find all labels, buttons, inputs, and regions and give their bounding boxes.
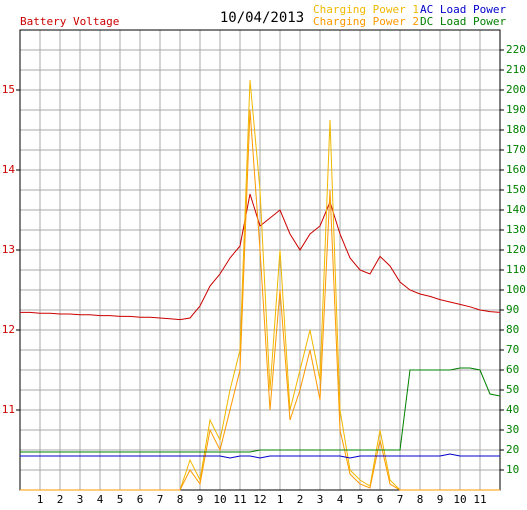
x-tick-label: 9 — [437, 493, 444, 506]
y2-tick-label: 180 — [506, 123, 526, 136]
legend-entry: DC Load Power — [420, 15, 506, 28]
y2-tick-label: 140 — [506, 203, 526, 216]
y2-tick-label: 20 — [506, 443, 519, 456]
y2-tick-label: 30 — [506, 423, 519, 436]
y2-tick-label: 80 — [506, 323, 519, 336]
x-tick-label: 10 — [453, 493, 466, 506]
x-tick-label: 1 — [277, 493, 284, 506]
y2-tick-label: 10 — [506, 463, 519, 476]
plot-frame — [19, 29, 501, 491]
y2-tick-label: 170 — [506, 143, 526, 156]
x-tick-label: 4 — [97, 493, 104, 506]
y2-tick-label: 160 — [506, 163, 526, 176]
y2-tick-label: 40 — [506, 403, 519, 416]
y-tick-label: 14 — [2, 163, 16, 176]
x-tick-label: 3 — [77, 493, 84, 506]
y-tick-label: 12 — [2, 323, 15, 336]
y2-tick-label: 130 — [506, 223, 526, 236]
x-tick-label: 11 — [473, 493, 486, 506]
series-line — [20, 453, 500, 459]
y-tick-label: 13 — [2, 243, 15, 256]
y2-tick-label: 90 — [506, 303, 519, 316]
x-tick-label: 1 — [37, 493, 44, 506]
y-tick-label: 15 — [2, 83, 15, 96]
x-tick-label: 6 — [377, 493, 384, 506]
legend-entry: Charging Power 1 — [313, 3, 419, 16]
y2-tick-label: 60 — [506, 363, 519, 376]
x-tick-label: 8 — [177, 493, 184, 506]
y2-tick-label: 70 — [506, 343, 519, 356]
y2-tick-label: 200 — [506, 83, 526, 96]
x-tick-label: 5 — [357, 493, 364, 506]
y2-tick-label: 150 — [506, 183, 526, 196]
x-tick-label: 3 — [317, 493, 324, 506]
y2-tick-label: 190 — [506, 103, 526, 116]
series-line — [20, 193, 501, 321]
y-tick-label: 11 — [2, 403, 15, 416]
x-tick-label: 7 — [157, 493, 164, 506]
y2-tick-label: 210 — [506, 63, 526, 76]
series-line — [20, 367, 501, 453]
x-tick-label: 10 — [213, 493, 226, 506]
y2-tick-label: 110 — [506, 263, 526, 276]
x-tick-label: 4 — [337, 493, 344, 506]
y2-tick-label: 100 — [506, 283, 526, 296]
x-tick-label: 6 — [137, 493, 144, 506]
y2-tick-label: 50 — [506, 383, 519, 396]
x-tick-label: 5 — [117, 493, 124, 506]
y2-tick-label: 120 — [506, 243, 526, 256]
legend-entry: Charging Power 2 — [313, 15, 419, 28]
x-tick-label: 11 — [233, 493, 246, 506]
x-tick-label: 8 — [417, 493, 424, 506]
x-tick-label: 2 — [57, 493, 64, 506]
x-tick-label: 7 — [397, 493, 404, 506]
chart-title: 10/04/2013 — [220, 10, 304, 26]
y-axis-label: Battery Voltage — [20, 15, 119, 28]
x-tick-label: 9 — [197, 493, 204, 506]
legend-entry: AC Load Power — [420, 3, 506, 16]
series-line — [20, 109, 500, 491]
y2-tick-label: 220 — [506, 43, 526, 56]
x-tick-label: 12 — [253, 493, 266, 506]
x-tick-label: 2 — [297, 493, 304, 506]
